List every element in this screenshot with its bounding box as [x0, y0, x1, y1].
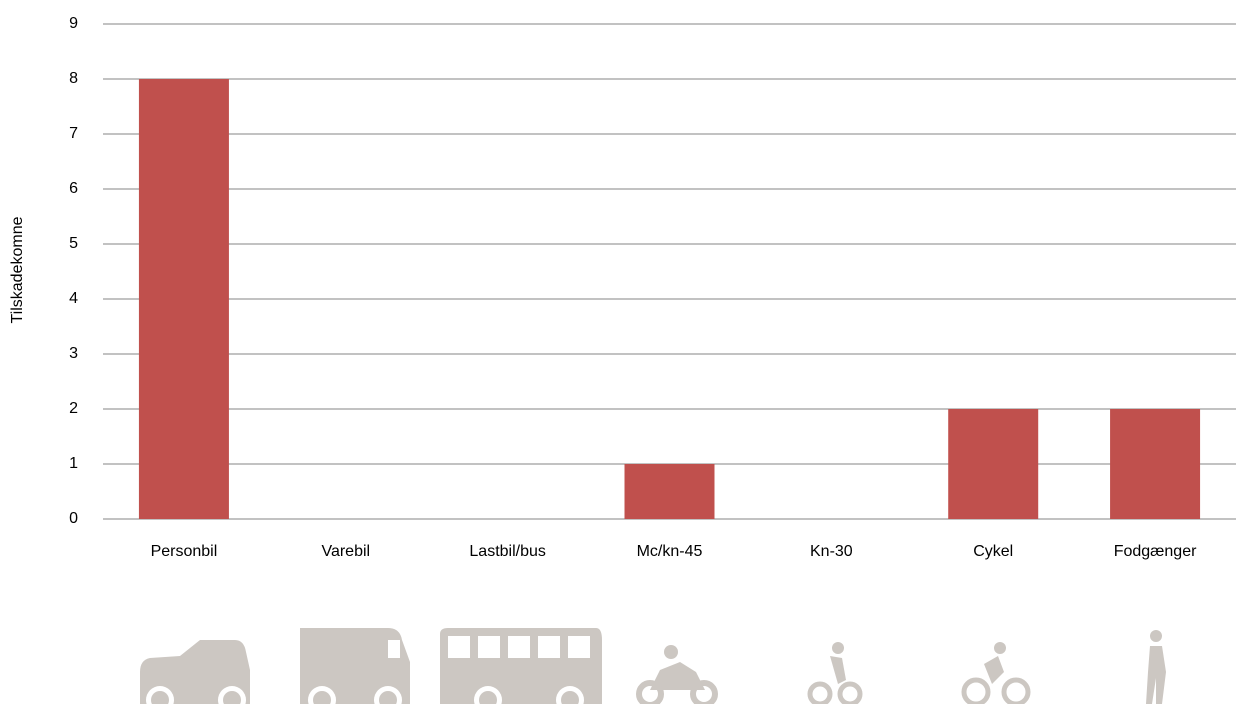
x-tick-label: Fodgænger — [1114, 543, 1197, 560]
y-tick-label: 5 — [69, 235, 78, 252]
bar — [948, 409, 1039, 519]
x-tick-label: Mc/kn-45 — [637, 543, 703, 560]
y-tick-label: 6 — [69, 180, 78, 197]
x-tick-label: Personbil — [151, 543, 218, 560]
y-tick-label: 3 — [69, 345, 78, 362]
bar — [1110, 409, 1201, 519]
vehicle-icons — [140, 628, 1166, 704]
y-axis-label: Tilskadekomne — [9, 216, 26, 323]
bar — [624, 464, 715, 519]
x-tick-label: Lastbil/bus — [469, 543, 546, 560]
y-tick-label: 9 — [69, 15, 78, 32]
y-tick-label: 0 — [69, 510, 78, 527]
bar — [138, 79, 229, 519]
x-tick-label: Kn-30 — [810, 543, 853, 560]
y-tick-label: 8 — [69, 70, 78, 87]
y-tick-label: 4 — [69, 290, 78, 307]
x-tick-label: Varebil — [321, 543, 370, 560]
y-tick-label: 7 — [69, 125, 78, 142]
x-tick-label: Cykel — [973, 543, 1013, 560]
y-tick-label: 1 — [69, 455, 78, 472]
y-tick-label: 2 — [69, 400, 78, 417]
